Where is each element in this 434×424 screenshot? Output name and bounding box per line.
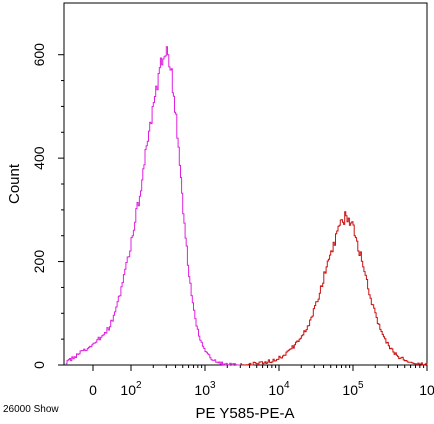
y-tick-label: 0 xyxy=(31,361,47,369)
y-tick-label: 200 xyxy=(31,250,47,274)
y-tick-label: 600 xyxy=(31,43,47,67)
axis-ticks xyxy=(58,54,428,371)
y-tick-label: 400 xyxy=(31,146,47,170)
x-tick-labels: 0 102 103 104 105 10 xyxy=(89,380,434,398)
series-layer xyxy=(65,46,428,366)
x-tick-label: 104 xyxy=(268,380,290,398)
plot-frame xyxy=(63,2,428,366)
x-axis-label: PE Y585-PE-A xyxy=(196,405,295,422)
x-tick-label: 0 xyxy=(89,382,97,398)
x-tick-label: 102 xyxy=(120,380,142,398)
x-tick-label: 105 xyxy=(342,380,364,398)
series-line xyxy=(65,46,241,366)
series-line xyxy=(240,211,428,366)
y-tick-labels: 0 200 400 600 xyxy=(31,43,47,369)
event-count-label: 26000 Show xyxy=(3,404,59,415)
x-tick-label: 103 xyxy=(194,380,216,398)
x-tick-label: 10 xyxy=(419,382,434,398)
y-axis-label: Count xyxy=(6,163,23,204)
